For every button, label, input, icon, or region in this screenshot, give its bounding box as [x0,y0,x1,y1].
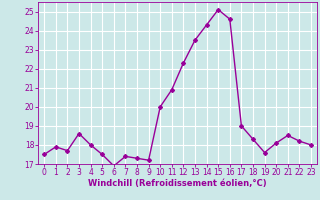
X-axis label: Windchill (Refroidissement éolien,°C): Windchill (Refroidissement éolien,°C) [88,179,267,188]
